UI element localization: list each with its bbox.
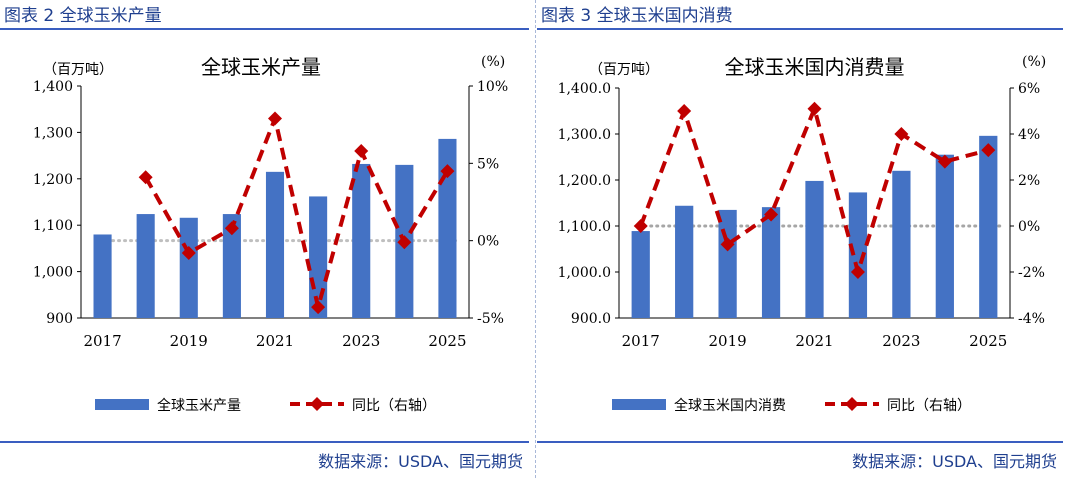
bottom-rule (537, 441, 1063, 443)
legend-bar-swatch (95, 399, 149, 410)
yoy-point-2023 (354, 143, 369, 158)
chart-title: 全球玉米产量 (201, 55, 321, 79)
legend-line-marker (310, 397, 324, 411)
left-tick-label: 1,400 (33, 79, 73, 95)
x-tick-label: 2017 (83, 332, 121, 350)
left-tick-label: 1,100.0 (558, 219, 611, 235)
left-tick-label: 1,300 (33, 125, 73, 141)
bar-2025 (979, 135, 998, 318)
x-tick-label: 2019 (170, 332, 208, 350)
legend-bar-label: 全球玉米国内消费 (674, 397, 786, 414)
chart-title: 全球玉米国内消费量 (725, 55, 905, 79)
panel-global-corn-consumption: 图表 3 全球玉米国内消费 全球玉米国内消费量 （百万吨） (%) 900.0 1,00… (537, 0, 1069, 478)
legend-line-marker (845, 397, 859, 411)
yoy-point-2018 (677, 104, 692, 118)
top-rule (537, 28, 1063, 30)
yoy-point-2020 (224, 221, 239, 236)
source-note: 数据来源：USDA、国元期货 (318, 452, 523, 471)
panel-divider (535, 0, 536, 478)
left-tick-label: 1,000.0 (558, 265, 611, 281)
figure-title: 图表 2 全球玉米产量 (4, 6, 162, 26)
x-tick-label: 2025 (969, 332, 1007, 350)
right-tick-label: -2% (1018, 265, 1045, 281)
x-tick-label: 2019 (709, 332, 747, 350)
bar-2023 (892, 170, 911, 318)
yoy-point-2025 (440, 164, 455, 179)
yoy-point-2023 (894, 127, 909, 141)
yoy-point-2018 (138, 170, 153, 185)
bar-2022 (848, 192, 868, 318)
yoy-point-2022 (311, 300, 326, 315)
right-tick-label: 2% (1018, 173, 1040, 189)
left-tick-label: 1,200 (33, 172, 73, 188)
panel-global-corn-production: 图表 2 全球玉米产量 全球玉米产量 （百万吨） (%) 900 1,000 1,100 1… (0, 6, 529, 471)
right-axis-unit: (%) (481, 54, 505, 70)
bar-2017 (93, 234, 112, 318)
x-tick-label: 2023 (342, 332, 380, 350)
x-tick-label: 2025 (428, 332, 466, 350)
left-tick-label: 1,200.0 (558, 173, 611, 189)
left-tick-label: 1,100 (33, 218, 73, 234)
yoy-point-2019 (181, 246, 196, 261)
consumption-chart: 全球玉米国内消费量 （百万吨） (%) 900.0 1,000.0 1,100.0 1,20… (558, 54, 1047, 414)
legend-line-label: 同比（右轴） (887, 398, 971, 414)
yoy-point-2024 (397, 235, 412, 250)
yoy-point-2019 (720, 237, 735, 252)
bar-2023 (352, 163, 371, 318)
x-tick-label: 2021 (256, 332, 294, 350)
bar-2024 (935, 154, 954, 318)
production-chart: 全球玉米产量 （百万吨） (%) 900 1,000 1,100 1,200 1,300 1,4… (33, 54, 508, 414)
legend-bar-label: 全球玉米产量 (157, 397, 241, 414)
x-tick-label: 2017 (622, 332, 660, 350)
bar-2020 (761, 207, 781, 318)
bottom-rule (0, 441, 529, 443)
left-tick-label: 1,400.0 (558, 81, 611, 97)
left-axis-unit: （百万吨） (589, 62, 659, 78)
yoy-point-2024 (937, 154, 952, 169)
left-tick-label: 1,000 (33, 265, 73, 281)
yoy-point-2021 (807, 101, 822, 116)
bar-2019 (718, 209, 737, 318)
right-tick-label: -5% (477, 311, 504, 327)
x-tick-label: 2023 (882, 332, 920, 350)
source-note: 数据来源：USDA、国元期货 (852, 452, 1057, 471)
right-tick-label: 5% (477, 156, 499, 172)
right-tick-label: 10% (477, 79, 508, 95)
left-axis-unit: （百万吨） (43, 62, 113, 78)
right-tick-label: 0% (477, 234, 499, 250)
left-tick-label: 1,300.0 (558, 127, 611, 143)
yoy-point-2020 (764, 207, 779, 222)
yoy-point-2017 (633, 219, 648, 233)
right-tick-label: 4% (1018, 127, 1040, 143)
bar-2019 (179, 217, 198, 318)
bar-2021 (265, 171, 285, 318)
yoy-line (143, 116, 450, 310)
legend-bar-swatch (612, 399, 666, 410)
bar-2025 (438, 138, 457, 318)
x-tick-label: 2021 (795, 332, 833, 350)
bar-2017 (631, 231, 650, 318)
figure-title: 图表 3 全球玉米国内消费 (541, 6, 733, 26)
right-tick-label: -4% (1018, 311, 1045, 327)
right-axis-unit: (%) (1022, 54, 1046, 70)
yoy-point-2021 (268, 111, 282, 126)
left-tick-label: 900.0 (571, 311, 611, 327)
bar-2018 (675, 205, 694, 318)
yoy-point-2022 (850, 265, 865, 279)
bar-2020 (222, 214, 241, 318)
bar-2018 (136, 214, 155, 318)
left-tick-label: 900 (46, 311, 73, 327)
legend-line-label: 同比（右轴） (352, 398, 436, 414)
right-tick-label: 6% (1018, 81, 1040, 97)
yoy-point-2025 (981, 143, 996, 158)
right-tick-label: 0% (1018, 219, 1040, 235)
top-rule (0, 28, 529, 30)
bar-2021 (805, 180, 824, 318)
